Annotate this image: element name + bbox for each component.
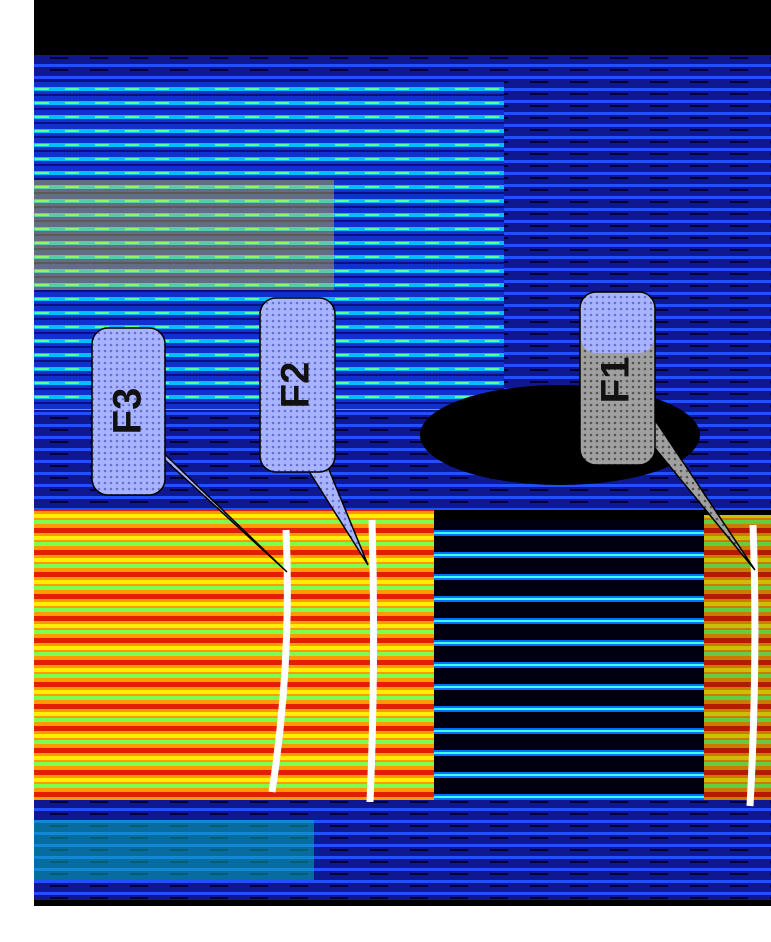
callout-label: F3 — [106, 388, 150, 435]
formant-trace — [370, 520, 374, 802]
callout-label: F2 — [274, 362, 318, 409]
callout-label: F1 — [594, 357, 638, 404]
spectrogram-figure: F3 F2 F1 — [0, 0, 771, 942]
